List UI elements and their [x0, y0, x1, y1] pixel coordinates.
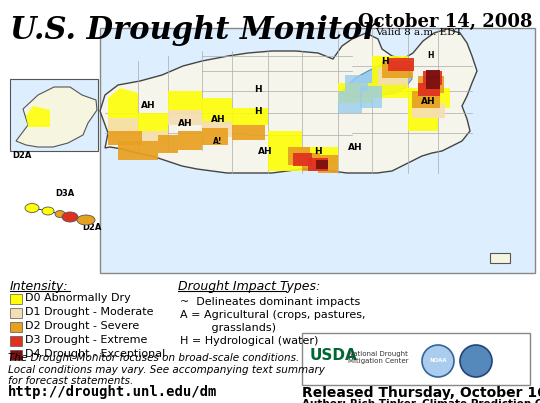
Ellipse shape: [42, 207, 54, 215]
Polygon shape: [168, 91, 202, 113]
Ellipse shape: [25, 204, 39, 212]
Polygon shape: [108, 88, 138, 113]
Polygon shape: [412, 91, 440, 108]
Polygon shape: [108, 118, 138, 135]
Text: D2A: D2A: [12, 152, 31, 160]
Polygon shape: [372, 71, 408, 98]
Bar: [100, 28, 535, 273]
Text: H: H: [314, 147, 322, 156]
Text: October 14, 2008: October 14, 2008: [358, 13, 532, 31]
Text: NOAA: NOAA: [429, 359, 447, 364]
Text: Released Thursday, October 16, 2008: Released Thursday, October 16, 2008: [302, 386, 540, 400]
Text: D3A: D3A: [55, 189, 75, 197]
Polygon shape: [408, 88, 450, 108]
Polygon shape: [108, 113, 138, 133]
Text: Intensity:: Intensity:: [10, 280, 69, 293]
Polygon shape: [316, 160, 328, 169]
Polygon shape: [338, 83, 372, 103]
Polygon shape: [408, 108, 438, 131]
Text: H = Hydrological (water): H = Hydrological (water): [180, 336, 319, 346]
Polygon shape: [100, 29, 477, 173]
Text: D1 Drought - Moderate: D1 Drought - Moderate: [25, 307, 153, 317]
Text: AH: AH: [421, 96, 435, 106]
Text: AH: AH: [211, 114, 225, 123]
Polygon shape: [202, 98, 232, 125]
Polygon shape: [490, 253, 510, 263]
Text: D3 Drought - Extreme: D3 Drought - Extreme: [25, 335, 147, 345]
Text: H: H: [254, 85, 262, 94]
Polygon shape: [308, 158, 328, 171]
Polygon shape: [382, 61, 413, 78]
Polygon shape: [418, 83, 440, 96]
Polygon shape: [388, 58, 414, 71]
Polygon shape: [423, 71, 442, 85]
Polygon shape: [232, 108, 268, 125]
Polygon shape: [26, 106, 50, 127]
Polygon shape: [202, 121, 232, 137]
Polygon shape: [426, 70, 440, 79]
Polygon shape: [168, 110, 202, 125]
Text: D2A: D2A: [82, 224, 102, 233]
Polygon shape: [138, 131, 168, 145]
Polygon shape: [338, 91, 362, 113]
Text: D2 Drought - Severe: D2 Drought - Severe: [25, 321, 139, 331]
Text: D0 Abnormally Dry: D0 Abnormally Dry: [25, 293, 131, 303]
Text: A = Agricultural (crops, pastures,: A = Agricultural (crops, pastures,: [180, 310, 366, 320]
Circle shape: [422, 345, 454, 377]
Bar: [10, 350, 22, 360]
Polygon shape: [118, 141, 158, 160]
Polygon shape: [158, 135, 178, 153]
Polygon shape: [268, 131, 302, 147]
Text: grasslands): grasslands): [180, 323, 276, 333]
Polygon shape: [178, 131, 202, 150]
Text: AH: AH: [348, 143, 362, 152]
Text: AH: AH: [141, 100, 156, 110]
Polygon shape: [302, 147, 338, 163]
Text: A!: A!: [213, 137, 223, 147]
Polygon shape: [412, 103, 445, 118]
Polygon shape: [360, 86, 382, 108]
Bar: [10, 294, 22, 304]
Ellipse shape: [77, 215, 95, 225]
Polygon shape: [288, 147, 310, 165]
Polygon shape: [293, 153, 312, 166]
Circle shape: [460, 345, 492, 377]
Polygon shape: [302, 153, 320, 171]
Polygon shape: [378, 68, 408, 85]
Ellipse shape: [55, 210, 65, 218]
Text: The Drought Monitor focuses on broad-scale conditions.
Local conditions may vary: The Drought Monitor focuses on broad-sca…: [8, 353, 325, 386]
Text: H: H: [427, 50, 433, 60]
Polygon shape: [372, 56, 408, 71]
Polygon shape: [202, 128, 228, 145]
Polygon shape: [108, 131, 142, 145]
Polygon shape: [318, 155, 338, 173]
Ellipse shape: [62, 212, 78, 222]
Text: http://drought.unl.edu/dm: http://drought.unl.edu/dm: [8, 385, 218, 399]
Text: ~  Delineates dominant impacts: ~ Delineates dominant impacts: [180, 297, 360, 307]
Text: Author: Rich Tinker, Climate Prediction Center, NOAA: Author: Rich Tinker, Climate Prediction …: [302, 399, 540, 403]
Text: U.S. Drought Monitor: U.S. Drought Monitor: [10, 15, 379, 46]
Polygon shape: [418, 76, 444, 93]
Polygon shape: [16, 87, 97, 147]
Polygon shape: [345, 75, 368, 91]
Bar: [10, 336, 22, 346]
Text: USDA: USDA: [310, 348, 357, 363]
Text: Valid 8 a.m. EDT: Valid 8 a.m. EDT: [375, 28, 462, 37]
Polygon shape: [268, 147, 302, 171]
Polygon shape: [340, 63, 412, 97]
Text: Drought Impact Types:: Drought Impact Types:: [178, 280, 320, 293]
Text: AH: AH: [178, 118, 192, 127]
Bar: [10, 322, 22, 332]
Text: H: H: [254, 106, 262, 116]
Text: D4 Drought - Exceptional: D4 Drought - Exceptional: [25, 349, 165, 359]
Text: H: H: [381, 56, 389, 66]
Bar: [10, 308, 22, 318]
Polygon shape: [426, 76, 440, 89]
Bar: [302, 333, 530, 385]
Text: AH: AH: [258, 147, 272, 156]
Text: National Drought
Mitigation Center: National Drought Mitigation Center: [348, 351, 408, 364]
Bar: [10, 79, 98, 151]
Polygon shape: [232, 125, 265, 140]
Polygon shape: [138, 113, 168, 135]
